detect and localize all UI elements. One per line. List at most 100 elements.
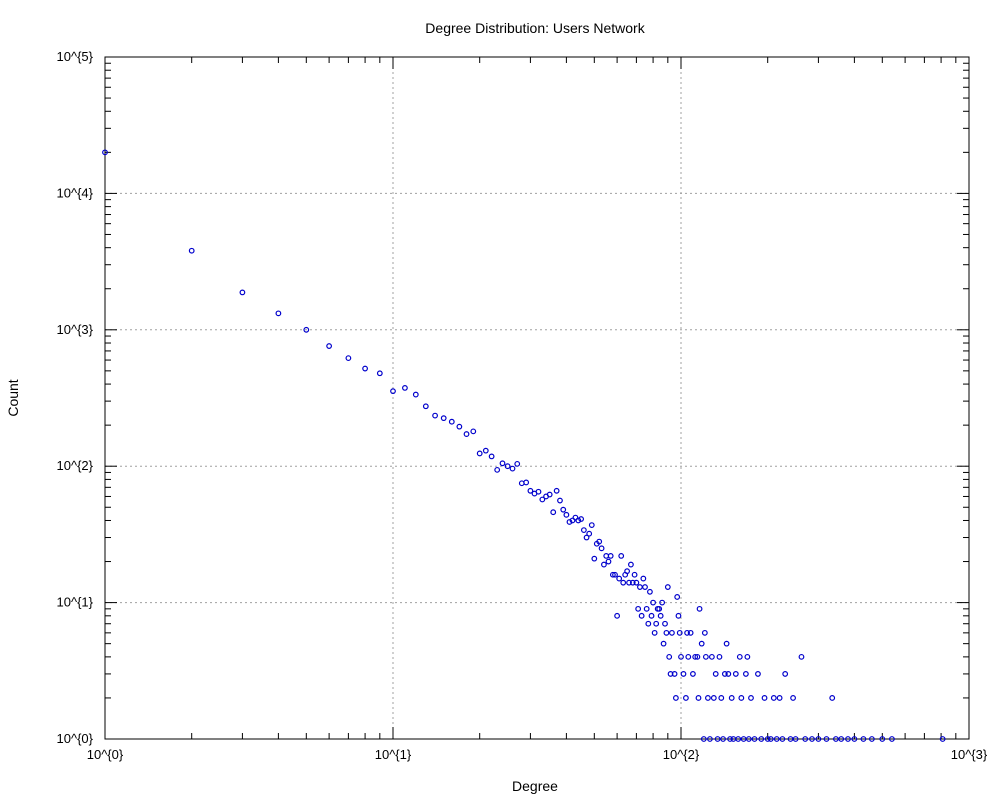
data-point xyxy=(674,594,681,600)
grid-lines xyxy=(105,57,969,739)
data-point xyxy=(402,385,408,391)
data-point xyxy=(764,736,771,742)
data-point xyxy=(732,671,739,677)
data-point xyxy=(680,671,687,677)
data-point xyxy=(723,640,730,647)
data-point xyxy=(687,629,694,636)
data-point xyxy=(735,736,742,742)
data-point xyxy=(188,247,195,254)
data-point xyxy=(728,695,735,701)
data-point xyxy=(637,584,643,590)
data-point xyxy=(696,605,703,612)
data-point xyxy=(345,355,352,362)
data-point xyxy=(303,326,310,333)
data-point xyxy=(664,584,671,590)
data-point xyxy=(638,612,645,619)
data-point xyxy=(702,653,709,660)
data-point xyxy=(767,736,774,742)
data-point xyxy=(631,571,638,578)
data-point xyxy=(721,671,728,677)
chart-title: Degree Distribution: Users Network xyxy=(425,20,645,36)
x-tick-label: 10^{0} xyxy=(87,747,124,762)
data-point xyxy=(618,552,625,559)
data-point xyxy=(751,736,758,742)
data-point xyxy=(889,736,895,742)
data-point xyxy=(572,514,579,521)
data-point xyxy=(755,671,761,677)
data-point xyxy=(823,736,830,742)
data-point xyxy=(583,534,590,541)
data-point xyxy=(659,599,666,606)
data-point xyxy=(601,561,607,568)
data-point xyxy=(776,695,783,701)
data-point xyxy=(651,629,658,636)
data-point xyxy=(710,695,717,701)
data-point xyxy=(640,575,647,582)
data-point xyxy=(716,653,723,660)
data-point xyxy=(690,671,696,677)
data-point xyxy=(432,412,438,419)
data-point xyxy=(744,653,751,660)
data-point xyxy=(809,736,815,742)
data-point xyxy=(666,653,673,660)
y-tick-label: 10^{1} xyxy=(57,595,94,610)
data-point xyxy=(845,736,851,742)
data-point xyxy=(720,736,726,742)
data-point xyxy=(412,391,419,398)
data-point xyxy=(390,388,396,395)
x-tick-labels: 10^{0} 10^{1} 10^{2} 10^{3} xyxy=(87,747,988,762)
plot-frame xyxy=(104,56,970,740)
data-point xyxy=(422,403,429,410)
data-point xyxy=(656,605,663,612)
data-point xyxy=(482,447,489,454)
data-point xyxy=(612,571,618,578)
data-point xyxy=(782,671,789,677)
data-point xyxy=(838,736,845,742)
data-point xyxy=(628,561,634,568)
data-point xyxy=(504,463,511,470)
data-point xyxy=(440,415,447,422)
data-point xyxy=(527,487,534,494)
data-point xyxy=(239,289,246,296)
data-point xyxy=(553,487,560,494)
data-point xyxy=(671,671,678,677)
data-point xyxy=(692,653,699,660)
data-point xyxy=(575,517,582,524)
y-tick-label: 10^{3} xyxy=(57,322,94,337)
data-point xyxy=(645,620,652,627)
x-tick-label: 10^{1} xyxy=(375,747,412,762)
data-point xyxy=(708,653,715,660)
data-point xyxy=(714,736,721,742)
data-point xyxy=(620,579,627,586)
data-point xyxy=(657,612,664,619)
data-point xyxy=(509,465,516,472)
data-point xyxy=(633,579,640,586)
data-point xyxy=(578,516,585,522)
data-point xyxy=(598,545,605,552)
data-point xyxy=(736,653,743,660)
data-point xyxy=(939,736,946,742)
data-point xyxy=(643,605,650,612)
data-point xyxy=(829,695,836,701)
data-point xyxy=(614,612,621,619)
data-point xyxy=(727,736,733,742)
data-point xyxy=(707,736,713,742)
data-point xyxy=(566,519,573,525)
data-point xyxy=(591,555,598,562)
x-tick-label: 10^{2} xyxy=(663,747,700,762)
data-point xyxy=(678,653,684,660)
data-point xyxy=(700,736,707,742)
data-point xyxy=(663,629,670,636)
data-point xyxy=(675,612,682,619)
data-point xyxy=(790,695,796,701)
data-point xyxy=(770,695,777,701)
data-point xyxy=(557,497,563,504)
data-point xyxy=(748,695,754,701)
data-point xyxy=(718,695,725,701)
data-point xyxy=(650,599,656,606)
data-point xyxy=(514,460,521,467)
data-point xyxy=(456,423,463,430)
data-point xyxy=(609,571,616,578)
data-point xyxy=(879,736,886,742)
